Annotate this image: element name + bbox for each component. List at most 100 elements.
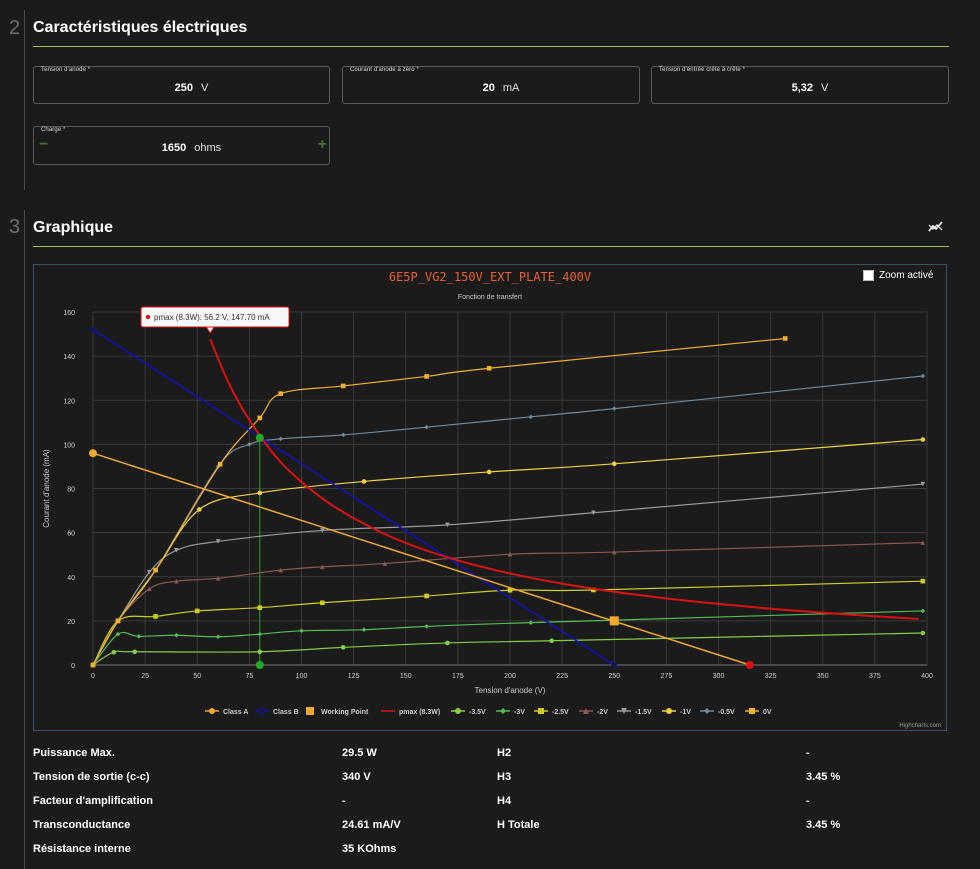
chart-credits: Highcharts.com (899, 723, 941, 729)
point--1v (257, 490, 263, 496)
point--1v (361, 479, 367, 484)
decrement-button[interactable]: − (39, 136, 49, 153)
y-tick-label: 20 (67, 619, 75, 626)
point--1v (197, 507, 202, 512)
point-working-point (609, 616, 619, 626)
legend-marker--2v (583, 708, 589, 714)
zoom-checkbox[interactable] (863, 270, 874, 281)
stat-label2-0: H2 (497, 747, 512, 759)
legend-item--3v: -3V (514, 709, 525, 716)
stat-value-4: 35 KOhms (342, 843, 397, 855)
anode-voltage-value[interactable]: 250 (174, 82, 193, 94)
point--2v (215, 575, 221, 581)
x-tick-label: 150 (400, 673, 412, 680)
stat-value-3: 24.61 mA/V (342, 819, 401, 831)
stat-label2-2: H4 (497, 795, 512, 807)
chart-line-icon[interactable] (928, 219, 944, 235)
load-field[interactable]: Charge * − 1650 ohms + (33, 126, 330, 165)
point-class-b (90, 326, 96, 333)
series-line--3-5v (92, 632, 923, 666)
point--3v (215, 634, 221, 640)
stat-label-1: Tension de sortie (c-c) (33, 771, 150, 783)
stat-value-2: - (342, 795, 346, 807)
point-class-a (745, 661, 754, 669)
legend-item--3-5v: -3.5V (469, 709, 486, 716)
input-voltage-field[interactable]: Tension d'entrée crête à crête * 5,32 V (651, 66, 949, 104)
legend-item--1v: -1V (680, 709, 691, 716)
legend-marker--2-5v (538, 708, 544, 714)
x-tick-label: 50 (193, 673, 201, 680)
legend-marker-working-point (306, 707, 314, 715)
load-unit: ohms (194, 142, 222, 154)
legend-item-pmax-8-3w-: pmax (8.3W) (399, 709, 440, 716)
point--2-5v (424, 593, 429, 599)
point--1-5v (215, 539, 221, 544)
series-line-class-a (92, 452, 751, 666)
input-voltage-value[interactable]: 5,32 (791, 82, 814, 94)
legend-item-working-point: Working Point (321, 709, 369, 716)
y-tick-label: 60 (67, 531, 75, 538)
anode-current-field[interactable]: Courant d'anode à zéro * 20 mA (342, 66, 640, 104)
anode-voltage-unit: V (201, 82, 209, 94)
legend-marker-class-a (209, 708, 215, 714)
point-0v (340, 383, 346, 389)
point--2-5v (920, 578, 926, 584)
stat-label-4: Résistance interne (33, 843, 131, 855)
anode-current-value[interactable]: 20 (482, 82, 495, 94)
anode-voltage-field[interactable]: Tension d'anode * 250 V (33, 66, 330, 104)
point--2v (174, 578, 179, 584)
chart-title: 6E5P_VG2_150V_EXT_PLATE_400V (389, 270, 591, 284)
legend-marker--0-5v (704, 708, 710, 714)
zoom-toggle[interactable]: Zoom activé (863, 270, 933, 281)
point--1-5v (320, 528, 325, 533)
point--2v (382, 561, 388, 566)
point--3-5v (111, 649, 117, 655)
x-tick-label: 250 (608, 673, 620, 680)
increment-button[interactable]: + (317, 136, 327, 153)
x-tick-label: 0 (91, 673, 95, 680)
point--1-5v (591, 510, 596, 516)
legend-item--2-5v: -2.5V (552, 709, 569, 716)
point--3v (257, 631, 263, 637)
step-number-2: 2 (9, 17, 21, 39)
x-tick-label: 375 (869, 673, 881, 680)
section-title-electrical: Caractéristiques électriques (33, 19, 248, 36)
chart-tooltip: pmax (8.3W): 56.2 V, 147.70 mA (140, 306, 290, 334)
point--3v (920, 608, 926, 614)
point--2v (278, 567, 283, 573)
transfer-chart: 6E5P_VG2_150V_EXT_PLATE_400V Fonction de … (42, 270, 941, 729)
stat-label-2: Facteur d'amplification (33, 795, 153, 807)
title-divider (33, 46, 949, 47)
point--3v (115, 631, 121, 637)
load-value[interactable]: 1650 (161, 142, 187, 154)
x-tick-label: 75 (245, 673, 253, 680)
series-line--2-5v (92, 580, 923, 666)
point--2-5v (507, 587, 513, 593)
point--3v (299, 628, 304, 634)
y-tick-label: 120 (63, 398, 75, 405)
point--2v (920, 540, 926, 545)
point--3v (528, 620, 534, 625)
tooltip-text: pmax (8.3W): 56.2 V, 147.70 mA (154, 313, 270, 322)
legend-item-0v: 0V (763, 709, 772, 716)
y-tick-label: 100 (63, 442, 75, 449)
anode-voltage-label: Tension d'anode * (41, 67, 91, 73)
point--2-5v (320, 600, 325, 606)
chart-subtitle: Fonction de transfert (458, 294, 522, 301)
anode-current-label: Courant d'anode à zéro * (350, 67, 419, 73)
section-rail (24, 10, 25, 190)
legend-marker--3v (500, 708, 506, 714)
series-line--2v (92, 541, 923, 666)
x-tick-label: 325 (765, 673, 777, 680)
operating-point-top (255, 433, 264, 442)
point--1-5v (146, 570, 152, 575)
x-tick-label: 200 (504, 673, 516, 680)
y-tick-label: 0 (71, 663, 75, 670)
point--0-5v (278, 436, 283, 442)
y-tick-label: 160 (63, 310, 75, 317)
point-0v (257, 415, 263, 421)
point--2v (146, 586, 152, 592)
x-tick-label: 25 (141, 673, 149, 680)
legend-marker-0v (749, 708, 755, 714)
legend-marker-class-b (258, 707, 266, 715)
